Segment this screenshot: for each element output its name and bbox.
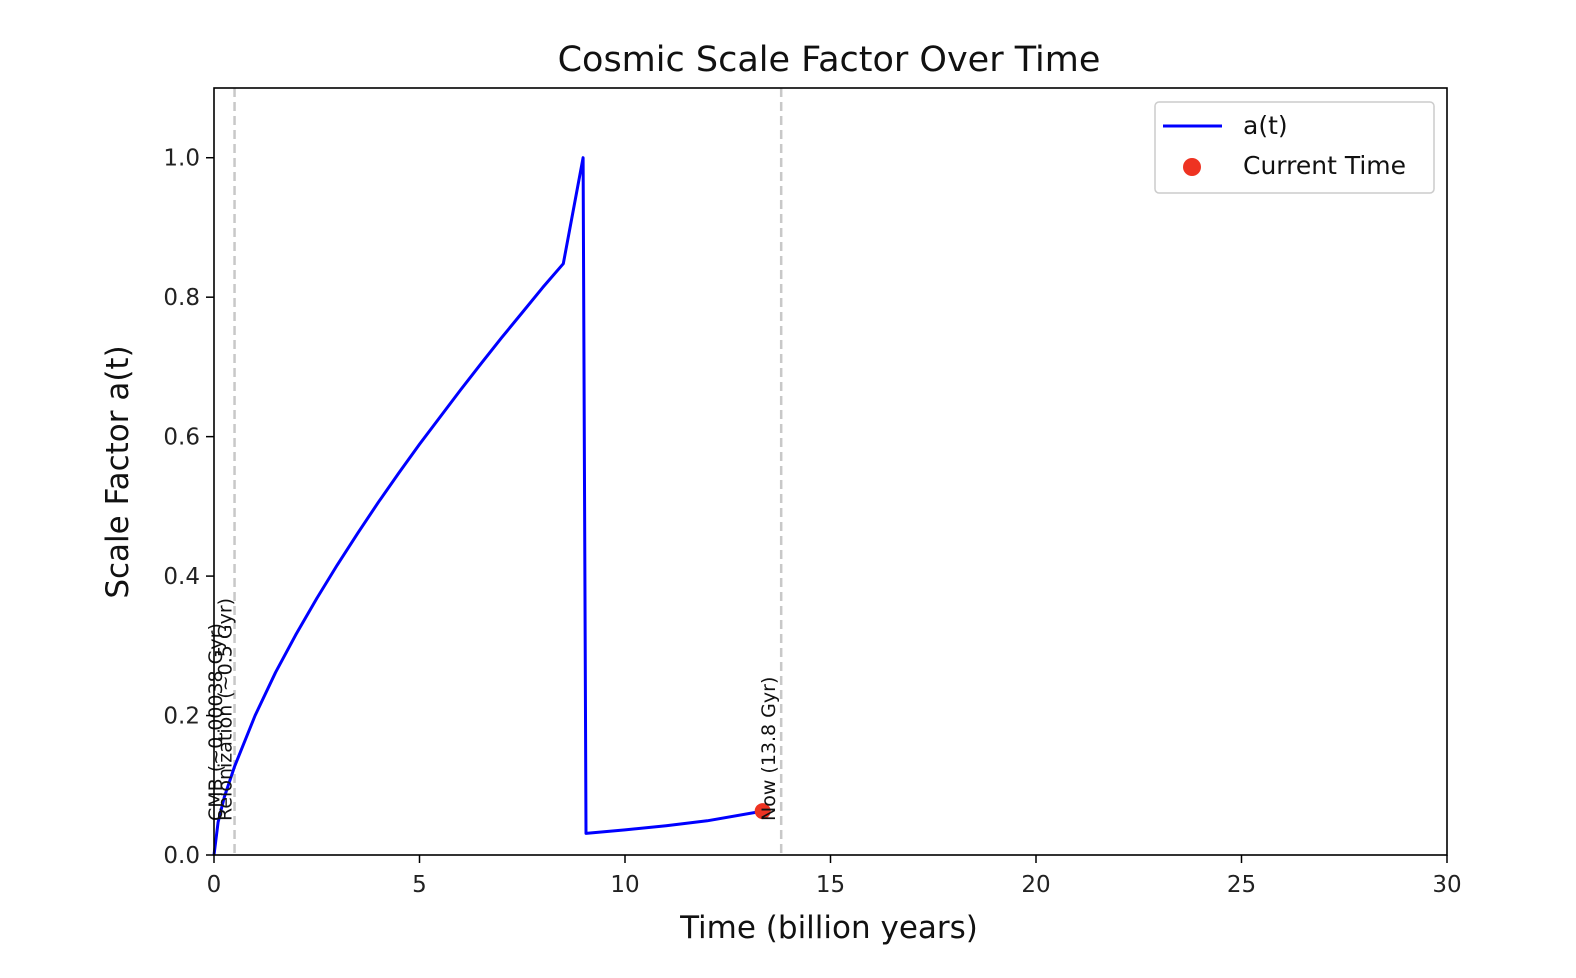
legend-label-series: a(t): [1243, 111, 1288, 140]
y-tick-label-5: 1.0: [163, 146, 200, 172]
legend-label-current-time: Current Time: [1243, 151, 1406, 180]
x-tick-label-1: 5: [412, 872, 427, 898]
series-line-0: [212, 156, 763, 856]
x-tick-label-3: 15: [816, 872, 845, 898]
legend-dot-swatch: [1183, 158, 1201, 176]
chart-title: Cosmic Scale Factor Over Time: [558, 40, 1101, 80]
current-time-point: [754, 803, 771, 820]
y-tick-label-4: 0.8: [163, 285, 200, 311]
y-tick-label-3: 0.6: [163, 425, 200, 451]
x-tick-label-4: 20: [1021, 872, 1050, 898]
x-tick-label-5: 25: [1227, 872, 1256, 898]
plot-area: CMB (~0.00038 Gyr)Reionization (~0.5 Gyr…: [205, 87, 1448, 856]
y-tick-label-1: 0.2: [163, 704, 200, 730]
x-tick-label-6: 30: [1432, 872, 1461, 898]
y-tick-label-0: 0.0: [163, 843, 200, 869]
y-axis: 0.0 0.2 0.4 0.6 0.8 1.0: [163, 146, 214, 869]
x-axis: 0 5 10 15 20 25 30: [207, 855, 1462, 898]
marker-label-1: Reionization (~0.5 Gyr): [215, 598, 237, 821]
y-tick-label-2: 0.4: [163, 564, 200, 590]
x-axis-label: Time (billion years): [679, 910, 978, 946]
y-axis-label: Scale Factor a(t): [100, 345, 136, 598]
legend: a(t) Current Time: [1154, 101, 1435, 194]
x-tick-label-0: 0: [207, 872, 222, 898]
legend-box: [1154, 101, 1435, 194]
marker-label-2: Now (13.8 Gyr): [758, 677, 780, 821]
marker-label-0: CMB (~0.00038 Gyr): [205, 623, 227, 821]
x-tick-label-2: 10: [610, 872, 639, 898]
